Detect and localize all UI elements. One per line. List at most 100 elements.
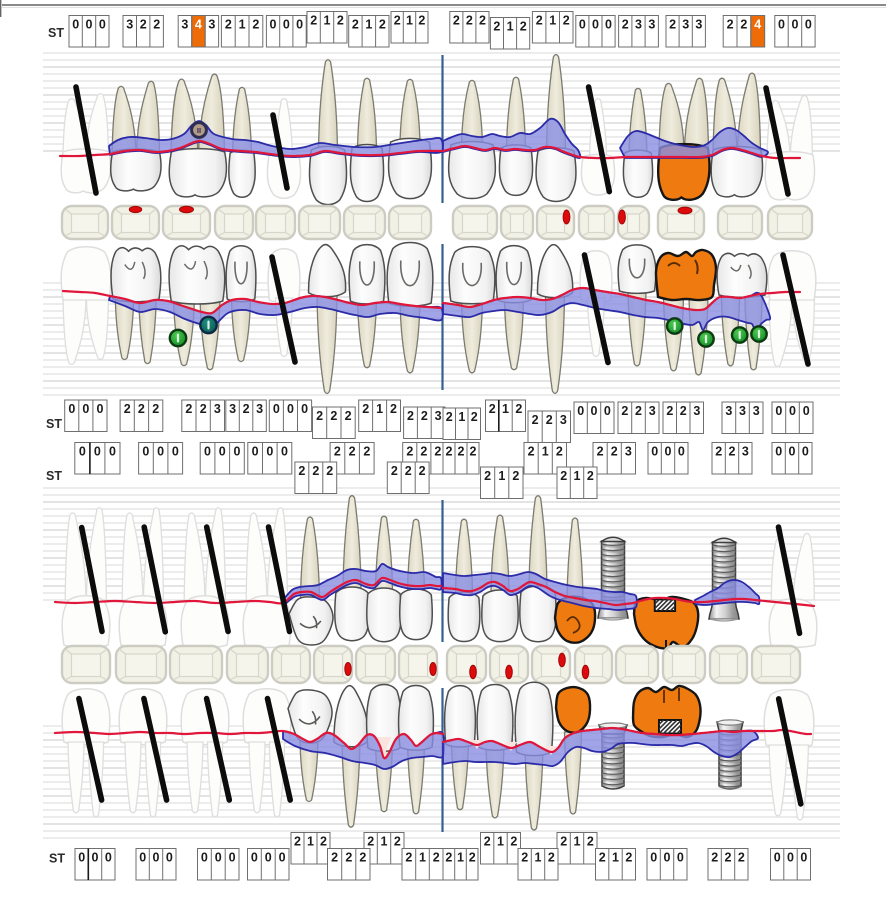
svg-text:3: 3 (693, 404, 700, 418)
svg-text:3: 3 (625, 445, 632, 459)
svg-text:1: 1 (542, 445, 549, 459)
svg-text:2: 2 (326, 464, 333, 478)
svg-text:2: 2 (738, 851, 745, 865)
svg-text:0: 0 (605, 18, 612, 32)
svg-text:2: 2 (185, 402, 192, 416)
svg-text:1: 1 (457, 851, 464, 865)
svg-text:0: 0 (273, 402, 280, 416)
svg-text:3: 3 (126, 18, 133, 32)
svg-text:1: 1 (239, 18, 246, 32)
svg-text:0: 0 (591, 404, 598, 418)
svg-text:2: 2 (625, 851, 632, 865)
svg-text:2: 2 (390, 402, 397, 416)
svg-text:2: 2 (406, 445, 413, 459)
svg-text:2: 2 (153, 18, 160, 32)
svg-text:2: 2 (453, 14, 460, 28)
svg-text:1: 1 (535, 851, 542, 865)
svg-text:1: 1 (458, 410, 465, 424)
svg-text:1: 1 (507, 20, 514, 34)
svg-text:0: 0 (787, 851, 794, 865)
svg-text:2: 2 (635, 404, 642, 418)
svg-text:0: 0 (142, 445, 149, 459)
svg-text:ST: ST (48, 26, 64, 40)
svg-text:0: 0 (201, 851, 208, 865)
svg-text:1: 1 (307, 835, 314, 849)
svg-text:0: 0 (577, 404, 584, 418)
svg-text:2: 2 (394, 14, 401, 28)
svg-text:0: 0 (215, 851, 222, 865)
svg-text:2: 2 (680, 404, 687, 418)
svg-text:2: 2 (446, 410, 453, 424)
svg-text:0: 0 (665, 445, 672, 459)
svg-text:0: 0 (579, 18, 586, 32)
svg-text:2: 2 (433, 851, 440, 865)
svg-text:2: 2 (345, 851, 352, 865)
svg-text:0: 0 (270, 18, 277, 32)
svg-text:2: 2 (349, 445, 356, 459)
svg-text:0: 0 (153, 851, 160, 865)
svg-text:0: 0 (296, 18, 303, 32)
svg-text:0: 0 (109, 445, 116, 459)
svg-text:0: 0 (265, 851, 272, 865)
svg-text:2: 2 (493, 20, 500, 34)
svg-text:2: 2 (729, 445, 736, 459)
svg-text:2: 2 (421, 409, 428, 423)
svg-text:0: 0 (803, 404, 810, 418)
svg-text:2: 2 (362, 402, 369, 416)
svg-text:3: 3 (648, 18, 655, 32)
svg-text:2: 2 (515, 402, 522, 416)
svg-text:2: 2 (298, 464, 305, 478)
svg-text:1: 1 (324, 14, 331, 28)
svg-text:2: 2 (466, 14, 473, 28)
svg-text:0: 0 (281, 445, 288, 459)
svg-text:0: 0 (82, 402, 89, 416)
svg-text:0: 0 (792, 18, 799, 32)
svg-text:0: 0 (664, 851, 671, 865)
svg-text:2: 2 (622, 18, 629, 32)
svg-text:2: 2 (521, 851, 528, 865)
svg-text:0: 0 (99, 18, 106, 32)
svg-text:3: 3 (739, 404, 746, 418)
svg-text:3: 3 (229, 402, 236, 416)
svg-text:2: 2 (740, 18, 747, 32)
svg-text:2: 2 (243, 402, 250, 416)
svg-text:0: 0 (251, 851, 258, 865)
svg-text:0: 0 (778, 18, 785, 32)
svg-text:2: 2 (560, 469, 567, 483)
svg-text:2: 2 (294, 835, 301, 849)
svg-text:4: 4 (754, 18, 761, 32)
svg-text:2: 2 (666, 404, 673, 418)
svg-text:1: 1 (376, 402, 383, 416)
svg-text:3: 3 (181, 18, 188, 32)
svg-text:2: 2 (394, 835, 401, 849)
svg-text:2: 2 (563, 14, 570, 28)
svg-text:2: 2 (560, 835, 567, 849)
svg-text:1: 1 (497, 835, 504, 849)
svg-text:3: 3 (695, 18, 702, 32)
svg-text:2: 2 (434, 445, 441, 459)
svg-text:2: 2 (345, 409, 352, 423)
svg-text:3: 3 (256, 402, 263, 416)
svg-text:2: 2 (528, 445, 535, 459)
svg-text:0: 0 (678, 445, 685, 459)
svg-text:0: 0 (774, 851, 781, 865)
svg-text:2: 2 (312, 464, 319, 478)
svg-text:2: 2 (556, 445, 563, 459)
svg-text:3: 3 (214, 402, 221, 416)
svg-text:2: 2 (359, 851, 366, 865)
svg-text:1: 1 (498, 469, 505, 483)
svg-text:0: 0 (266, 445, 273, 459)
svg-text:0: 0 (775, 404, 782, 418)
svg-text:3: 3 (742, 445, 749, 459)
svg-text:2: 2 (405, 464, 412, 478)
svg-text:0: 0 (604, 404, 611, 418)
svg-text:0: 0 (234, 445, 241, 459)
svg-text:0: 0 (650, 851, 657, 865)
svg-text:2: 2 (337, 14, 344, 28)
svg-text:0: 0 (219, 445, 226, 459)
svg-text:2: 2 (331, 851, 338, 865)
svg-text:4: 4 (195, 18, 202, 32)
svg-text:0: 0 (72, 18, 79, 32)
svg-text:0: 0 (283, 18, 290, 32)
svg-text:0: 0 (157, 445, 164, 459)
